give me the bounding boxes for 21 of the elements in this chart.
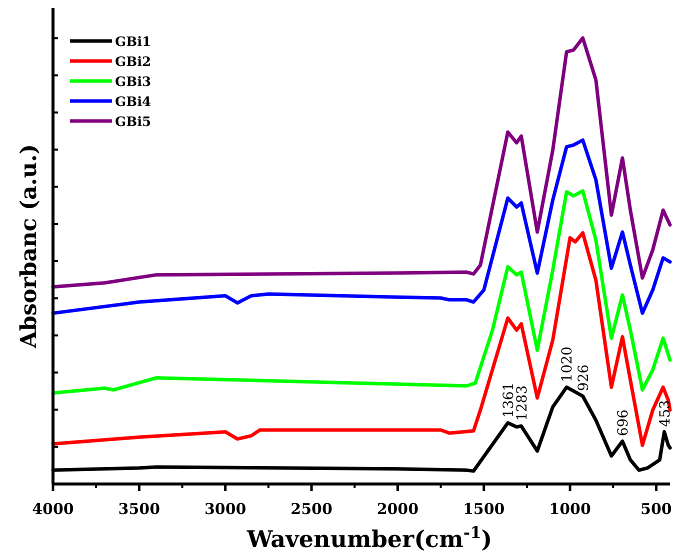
x-tick-label: 3000 <box>204 500 246 518</box>
legend-label: GBi3 <box>115 75 152 90</box>
y-axis-title: Absorbanc (a.u.) <box>16 144 42 350</box>
x-tick-label: 500 <box>640 500 672 518</box>
legend-label: GBi1 <box>115 35 152 50</box>
x-tick-label: 2500 <box>290 500 332 518</box>
legend-label: GBi2 <box>115 55 152 70</box>
annotation: 1283 <box>514 385 530 422</box>
annotation: 1020 <box>560 346 576 382</box>
annotation: 1361 <box>500 382 517 418</box>
x-tick-label: 2000 <box>376 500 419 518</box>
x-tick-label: 4000 <box>32 500 74 518</box>
legend-label: GBi4 <box>115 95 152 110</box>
x-tick-label: 1000 <box>549 500 591 518</box>
x-tick-label: 3500 <box>118 500 160 518</box>
x-tick-label: 1500 <box>462 500 505 518</box>
annotation: 453 <box>657 400 674 427</box>
annotation: 696 <box>615 409 632 436</box>
legend-label: GBi5 <box>115 115 152 130</box>
annotation: 926 <box>576 364 592 392</box>
x-axis-title: Wavenumber(cm$^{-1}$) <box>246 522 492 553</box>
